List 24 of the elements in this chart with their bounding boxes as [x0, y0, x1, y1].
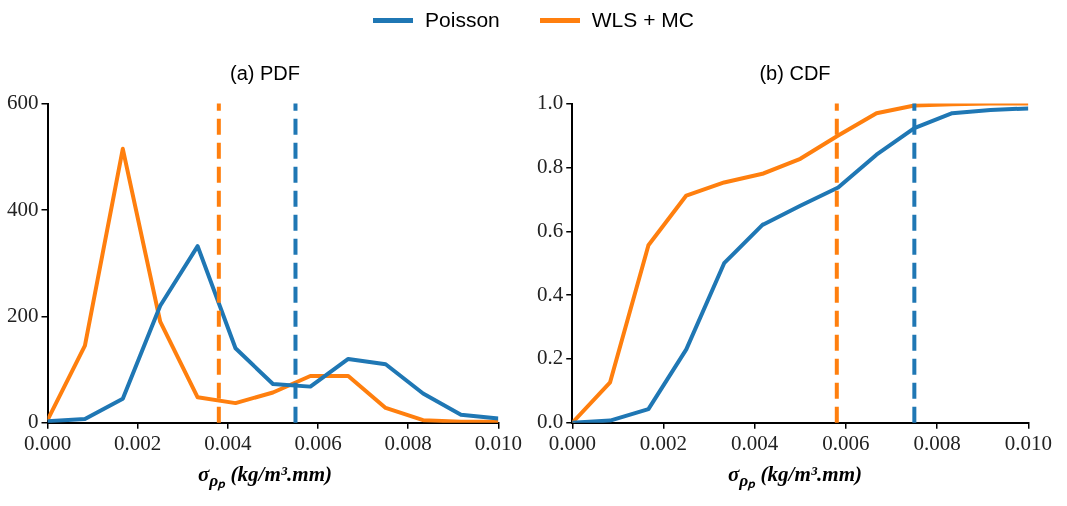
x-axis-title: σ$_{ρₚ}$ (kg/m³.mm): [727, 462, 863, 492]
x-tick-label: 0.008: [384, 430, 432, 455]
y-tick-label: 0.4: [537, 281, 564, 306]
chart-title: (b) CDF: [758, 61, 832, 86]
x-tick-label: 0.010: [1004, 430, 1052, 455]
x-tick-label: 0.006: [822, 430, 870, 455]
x-tick-label: 0.002: [114, 430, 162, 455]
x-tick-label: 0.004: [204, 430, 252, 455]
chart-title: (a) PDF: [229, 61, 301, 86]
x-tick-label: 0.004: [731, 430, 779, 455]
legend-label: WLS + MC: [591, 8, 694, 32]
y-tick-label: 200: [7, 302, 39, 327]
x-tick-label: 0.010: [474, 430, 522, 455]
y-tick-label: 0.2: [537, 345, 564, 370]
y-tick-label: 1.0: [537, 90, 564, 115]
legend-label: Poisson: [425, 8, 500, 32]
x-tick-label: 0.002: [639, 430, 688, 455]
x-axis-title: σ$_{ρₚ}$ (kg/m³.mm): [197, 462, 333, 492]
y-tick-label: 400: [7, 196, 39, 221]
x-tick-label: 0.008: [913, 430, 961, 455]
x-tick-label: 0.006: [294, 430, 342, 455]
y-tick-label: 0.8: [537, 153, 564, 178]
y-tick-label: 0.6: [537, 217, 564, 242]
y-tick-label: 600: [7, 90, 39, 115]
